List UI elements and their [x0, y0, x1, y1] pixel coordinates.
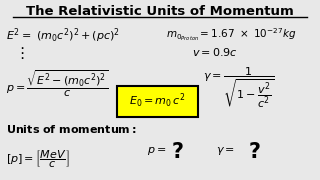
Text: $p =$: $p =$	[147, 145, 167, 157]
Text: $\mathbf{?}$: $\mathbf{?}$	[248, 142, 260, 162]
Text: $\mathbf{?}$: $\mathbf{?}$	[171, 142, 184, 162]
Text: $E^2 = \ (m_0c^2)^2 + (pc)^2$: $E^2 = \ (m_0c^2)^2 + (pc)^2$	[6, 26, 120, 45]
Text: The Relativistic Units of Momentum: The Relativistic Units of Momentum	[26, 5, 294, 18]
Text: $[p] = \left[\dfrac{MeV}{c}\right]$: $[p] = \left[\dfrac{MeV}{c}\right]$	[6, 148, 70, 170]
Text: $p = \dfrac{\sqrt{E^2 - (m_0c^2)^2}}{c}$: $p = \dfrac{\sqrt{E^2 - (m_0c^2)^2}}{c}$	[6, 68, 109, 98]
FancyBboxPatch shape	[117, 86, 198, 117]
Text: $\vdots$: $\vdots$	[14, 45, 25, 61]
Text: $\gamma = \dfrac{1}{\sqrt{1 - \dfrac{v^2}{c^2}}}$: $\gamma = \dfrac{1}{\sqrt{1 - \dfrac{v^2…	[203, 66, 275, 110]
Text: $\mathbf{Units \ of \ momentum:}$: $\mathbf{Units \ of \ momentum:}$	[6, 123, 137, 135]
Text: $E_0 = m_0 \, c^2$: $E_0 = m_0 \, c^2$	[129, 92, 186, 111]
Text: $m_{0_{Proton}} = 1.67 \ \times \ 10^{-27}kg$: $m_{0_{Proton}} = 1.67 \ \times \ 10^{-2…	[166, 26, 297, 43]
Text: $\gamma =$: $\gamma =$	[216, 145, 235, 157]
Text: $v = 0.9c$: $v = 0.9c$	[192, 46, 238, 58]
